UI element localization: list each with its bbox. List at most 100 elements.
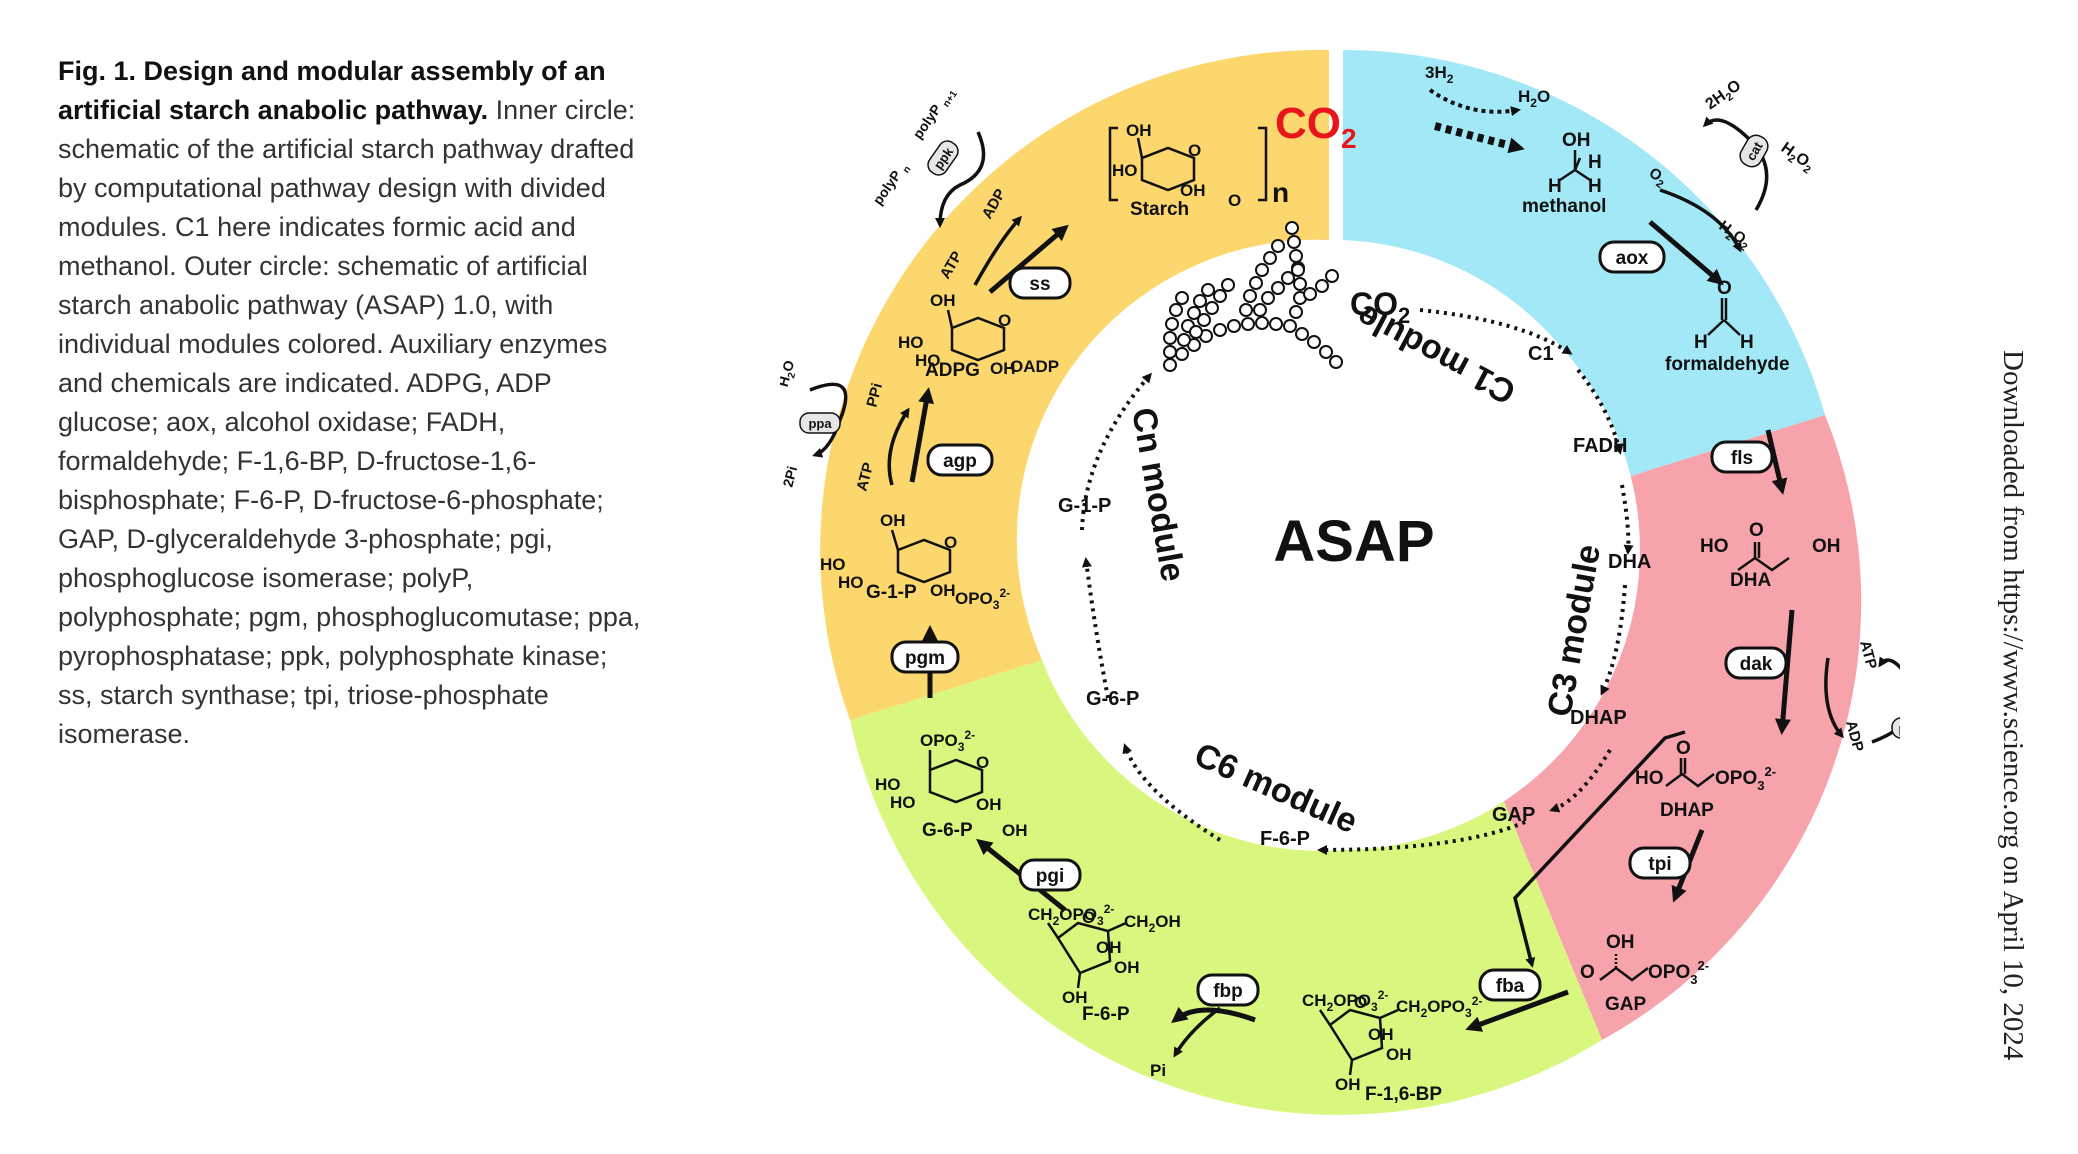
formaldehyde-h2: H	[1740, 332, 1754, 353]
download-note-text: Downloaded from https://www.science.org …	[1997, 350, 2029, 1061]
formaldehyde-o: O	[1717, 278, 1732, 299]
inner-c1: C1	[1528, 343, 1554, 365]
adpg-oh-top: OH	[930, 291, 956, 310]
enzyme-pgi: pgi	[1036, 866, 1065, 887]
g1p-ho1: HO	[820, 555, 846, 574]
adpg-oadp: OADP	[1010, 357, 1059, 376]
caption-body: Inner circle: schematic of the artificia…	[58, 95, 641, 749]
h2o-ppa: H2O	[780, 359, 801, 390]
gap-o: O	[1580, 962, 1595, 983]
enzyme-ppk-c3: ppk	[1898, 721, 1900, 736]
two-pi-ppa: 2Pi	[780, 464, 800, 488]
g1p-oh-top: OH	[880, 511, 906, 530]
f6p-ch2opo3: CH2OPO32-	[1028, 902, 1114, 928]
methanol-h2: H	[1588, 152, 1602, 173]
enzyme-ppa: ppa	[808, 416, 832, 431]
cn-segment	[820, 49, 1330, 721]
g6p-opo3: OPO32-	[920, 728, 975, 754]
gap-structure	[1599, 952, 1649, 982]
inner-g1p: G-1-P	[1058, 495, 1111, 517]
gap-opo3: OPO32-	[1648, 958, 1709, 987]
adpg-label: ADPG	[925, 360, 980, 381]
atp-dak: ATP	[1856, 639, 1880, 671]
dha-oh: OH	[1812, 536, 1841, 557]
inner-dhap: DHAP	[1570, 707, 1627, 729]
f16bp-o: O	[1354, 993, 1367, 1012]
methanol-h1: H	[1548, 176, 1562, 197]
f16bp-ch2opo3-right: CH2OPO32-	[1396, 994, 1482, 1020]
f6p-o: O	[1082, 908, 1095, 927]
adpg-oh: OH	[990, 359, 1016, 378]
enzyme-dak: dak	[1740, 654, 1773, 675]
starch-granule-icon	[1163, 221, 1343, 372]
f16bp-ch2opo3-left: CH2OPO32-	[1302, 988, 1388, 1014]
co2-reactant: CO2	[1275, 99, 1357, 154]
g6p-oh2: OH	[1002, 821, 1028, 840]
polyp-n1-cn: polyPn+1	[909, 83, 960, 144]
dhap-o: O	[1676, 738, 1691, 759]
g1p-oh: OH	[930, 581, 956, 600]
g6p-oh1: OH	[976, 795, 1002, 814]
pi-fbp: Pi	[1150, 1061, 1166, 1080]
figure-label: Fig. 1. Design and modular assembly of a…	[58, 56, 606, 125]
polyp-n-cn: polyPn	[869, 159, 913, 210]
dha-ho: HO	[1700, 536, 1729, 557]
inner-dha: DHA	[1608, 551, 1651, 573]
enzyme-ss: ss	[1029, 274, 1050, 295]
inner-co2: CO2	[1350, 286, 1410, 328]
asap-pathway-diagram: ASAP CO2 C1 FADH DHA DHAP GAP F-6-P G-6-…	[780, 45, 1900, 1115]
f6p-label: F-6-P	[1082, 1004, 1130, 1025]
enzyme-fba: fba	[1496, 976, 1525, 997]
g6p-ho2: HO	[890, 793, 916, 812]
g1p-ho2: HO	[838, 573, 864, 592]
enzyme-agp: agp	[943, 451, 977, 472]
g6p-structure	[928, 750, 984, 804]
f16bp-oh1: OH	[1368, 1025, 1394, 1044]
g1p-structure	[890, 529, 952, 584]
c1-segment	[1342, 49, 1825, 479]
h2o2-cat: H2O2	[1776, 139, 1817, 176]
adpg-o: O	[998, 311, 1011, 330]
g6p-label: G-6-P	[922, 820, 973, 841]
c3-segment	[1500, 415, 1862, 1040]
dhap-label: DHAP	[1660, 800, 1714, 821]
starch-oh-top: OH	[1126, 121, 1152, 140]
starch-ho: HO	[1112, 161, 1138, 180]
dha-o: O	[1749, 520, 1764, 541]
g1p-opo3: OPO32-	[955, 586, 1010, 612]
f6p-oh3: OH	[1062, 988, 1088, 1007]
f6p-oh1: OH	[1096, 938, 1122, 957]
f16bp-structure	[1318, 1008, 1399, 1076]
starch-oh: OH	[1180, 181, 1206, 200]
formaldehyde-structure	[1707, 298, 1741, 336]
two-h2o-cat: 2H2O	[1703, 77, 1746, 116]
starch-structure	[1108, 126, 1268, 202]
dha-label: DHA	[1730, 570, 1771, 591]
inner-fadh: FADH	[1573, 435, 1627, 457]
adpg-ho1: HO	[898, 333, 924, 352]
adpg-ho2: HO	[915, 351, 941, 370]
adp-dak: ADP	[1842, 719, 1867, 754]
enzyme-pgm: pgm	[905, 648, 945, 669]
g1p-o: O	[944, 533, 957, 552]
atp-agp: ATP	[853, 461, 877, 493]
enzyme-aox: aox	[1616, 248, 1649, 269]
f16bp-label: F-1,6-BP	[1365, 1084, 1442, 1105]
enzyme-fbp: fbp	[1213, 981, 1243, 1002]
dhap-opo3: OPO32-	[1715, 764, 1776, 793]
starch-o-link: O	[1228, 191, 1241, 210]
asap-title: ASAP	[1273, 509, 1434, 574]
dhap-structure	[1665, 758, 1715, 788]
methanol-label: methanol	[1522, 196, 1606, 217]
h2-reagent: 3H2	[1425, 63, 1454, 86]
figure-caption: Fig. 1. Design and modular assembly of a…	[58, 52, 648, 754]
dhap-ho: HO	[1635, 768, 1664, 789]
g1p-label: G-1-P	[866, 582, 917, 603]
formaldehyde-h1: H	[1694, 332, 1708, 353]
methanol-h3: H	[1588, 176, 1602, 197]
inner-cycle	[1080, 308, 1634, 855]
h2o-byproduct: H2O	[1518, 87, 1550, 110]
gap-oh: OH	[1606, 932, 1635, 953]
adpg-structure	[946, 309, 1006, 362]
c6-segment	[850, 660, 1602, 1115]
